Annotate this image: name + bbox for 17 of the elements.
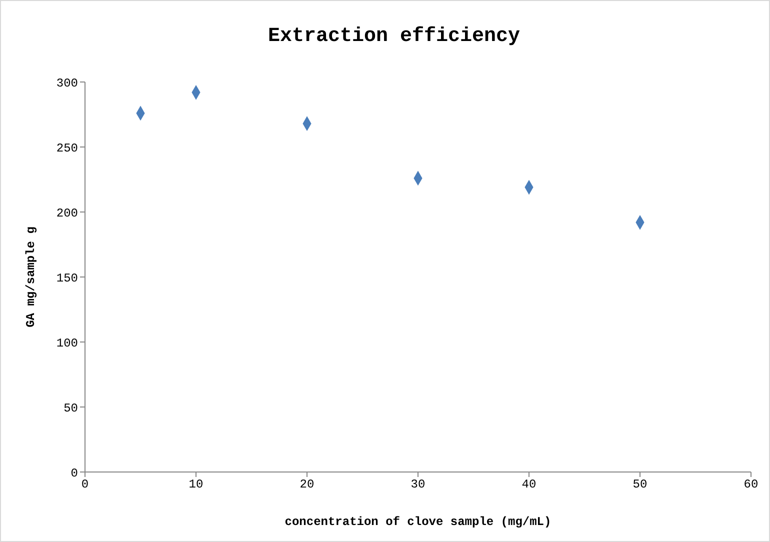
y-tick-label: 200 (56, 206, 78, 220)
x-tick-label: 60 (744, 478, 758, 492)
y-axis-title: GA mg/sample g (24, 226, 38, 328)
x-tick-label: 10 (188, 478, 204, 492)
x-tick-label: 40 (522, 478, 536, 492)
y-tick-label: 100 (56, 336, 78, 350)
x-tick-label: 20 (300, 478, 314, 492)
x-tick-label: 0 (81, 478, 89, 492)
y-tick-label: 50 (64, 401, 78, 416)
x-axis-title: concentration of clove sample (mg/mL) (284, 515, 552, 529)
y-tick-label: 250 (56, 141, 78, 156)
chart-title: Extraction efficiency (266, 25, 522, 48)
y-tick-label: 150 (56, 271, 78, 286)
y-tick-label: 300 (56, 76, 78, 90)
x-tick-label: 50 (632, 478, 648, 492)
x-tick-label: 30 (410, 478, 426, 492)
y-tick-label: 0 (70, 466, 78, 480)
